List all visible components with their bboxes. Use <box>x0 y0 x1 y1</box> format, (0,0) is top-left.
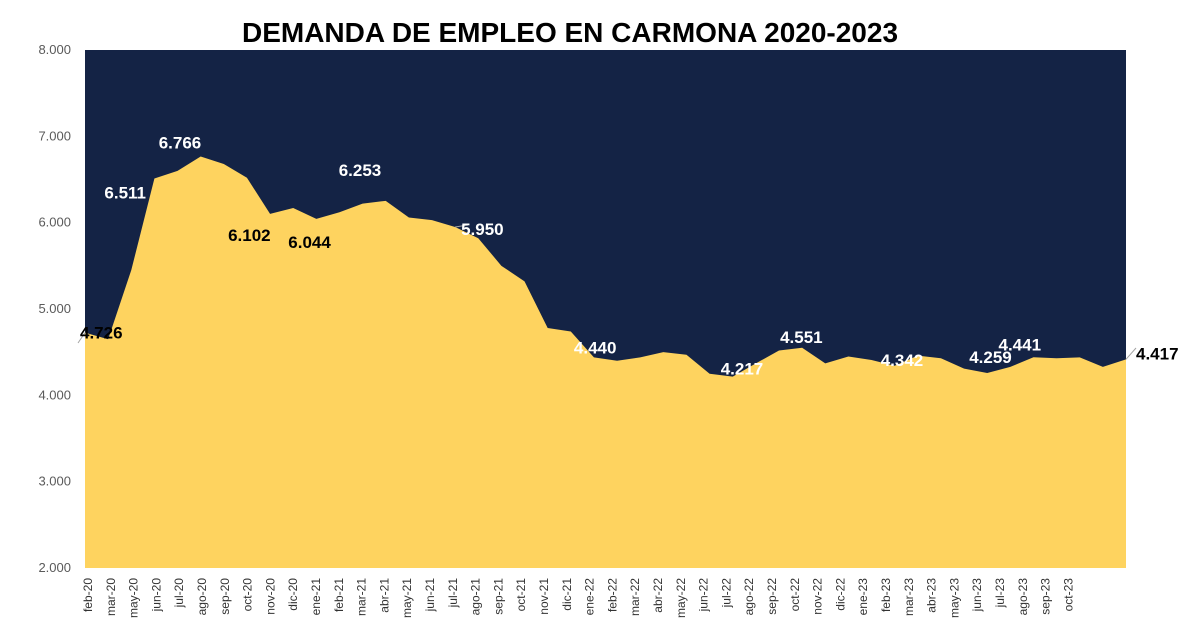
x-tick-label: ene-21 <box>309 578 323 616</box>
data-label: 4.259 <box>969 348 1012 367</box>
x-tick-label: feb-20 <box>81 578 95 612</box>
x-tick-label: ago-20 <box>195 578 209 616</box>
x-tick-label: jul-22 <box>719 578 733 609</box>
data-label: 4.342 <box>881 351 924 370</box>
y-tick-label: 4.000 <box>38 387 71 402</box>
x-tick-label: mar-22 <box>628 578 642 616</box>
data-label: 4.440 <box>574 338 617 357</box>
x-tick-label: sep-20 <box>218 578 232 615</box>
x-tick-label: jul-21 <box>446 578 460 609</box>
x-tick-label: dic-22 <box>833 578 847 611</box>
x-tick-label: nov-22 <box>811 578 825 615</box>
chart-title: DEMANDA DE EMPLEO EN CARMONA 2020-2023 <box>242 17 898 48</box>
data-label: 6.102 <box>228 226 271 245</box>
demand-area <box>85 156 1126 569</box>
x-tick-label: dic-21 <box>560 578 574 611</box>
data-label: 5.950 <box>461 220 504 239</box>
x-tick-label: jun-20 <box>149 578 163 613</box>
y-tick-label: 5.000 <box>38 301 71 316</box>
data-label: 6.253 <box>339 161 382 180</box>
x-tick-label: sep-22 <box>765 578 779 615</box>
y-tick-label: 2.000 <box>38 560 71 575</box>
x-tick-label: sep-21 <box>491 578 505 615</box>
x-tick-label: feb-21 <box>332 578 346 612</box>
x-tick-label: nov-20 <box>263 578 277 615</box>
x-tick-label: jul-20 <box>172 578 186 609</box>
x-tick-label: jun-23 <box>970 578 984 613</box>
x-tick-label: mar-20 <box>104 578 118 616</box>
x-tick-label: ago-21 <box>469 578 483 616</box>
data-label: 4.417 <box>1136 344 1179 363</box>
x-tick-label: ene-23 <box>856 578 870 616</box>
data-label: 4.726 <box>80 324 123 343</box>
x-tick-label: may-23 <box>947 578 961 618</box>
x-tick-label: abr-21 <box>377 578 391 613</box>
x-tick-label: ago-22 <box>742 578 756 616</box>
x-tick-label: may-20 <box>127 578 141 618</box>
leader-line <box>1125 347 1137 360</box>
x-tick-label: oct-23 <box>1061 578 1075 612</box>
x-tick-label: ene-22 <box>583 578 597 616</box>
y-tick-label: 3.000 <box>38 474 71 489</box>
x-tick-label: may-22 <box>674 578 688 618</box>
x-tick-label: sep-23 <box>1039 578 1053 615</box>
x-tick-label: may-21 <box>400 578 414 618</box>
leader-line <box>77 332 86 344</box>
x-tick-label: oct-22 <box>788 578 802 612</box>
x-tick-label: jun-21 <box>423 578 437 613</box>
label-leader-lines <box>77 224 1137 360</box>
y-tick-label: 6.000 <box>38 215 71 230</box>
data-label: 4.551 <box>780 328 823 347</box>
x-tick-label: mar-21 <box>355 578 369 616</box>
data-label: 6.511 <box>104 184 146 203</box>
leader-line <box>455 224 469 228</box>
data-label: 4.441 <box>999 335 1042 354</box>
x-axis-ticks: feb-20 mar-20 may-20 jun-20 jul-20 ago-20 sep-… <box>81 578 1075 618</box>
x-tick-label: mar-23 <box>902 578 916 616</box>
x-tick-label: jul-23 <box>993 578 1007 609</box>
x-tick-label: abr-22 <box>651 578 665 613</box>
x-tick-label: oct-21 <box>514 578 528 612</box>
x-tick-label: feb-22 <box>605 578 619 612</box>
data-label: 4.217 <box>721 360 764 379</box>
x-tick-label: ago-23 <box>1016 578 1030 616</box>
data-labels: 4.726 6.511 6.766 6.102 6.044 6.253 5.950 4.440… <box>80 134 1179 379</box>
data-label: 6.044 <box>288 233 331 252</box>
x-tick-label: feb-23 <box>879 578 893 612</box>
data-label: 6.766 <box>159 134 202 153</box>
y-axis-ticks: 2.000 3.000 4.000 5.000 6.000 7.000 8.000 <box>38 42 71 575</box>
x-tick-label: jun-22 <box>697 578 711 613</box>
x-tick-label: dic-20 <box>286 578 300 611</box>
x-tick-label: abr-23 <box>925 578 939 613</box>
x-tick-label: nov-21 <box>537 578 551 615</box>
x-tick-label: oct-20 <box>241 578 255 612</box>
y-tick-label: 7.000 <box>38 128 71 143</box>
y-tick-label: 8.000 <box>38 42 71 57</box>
